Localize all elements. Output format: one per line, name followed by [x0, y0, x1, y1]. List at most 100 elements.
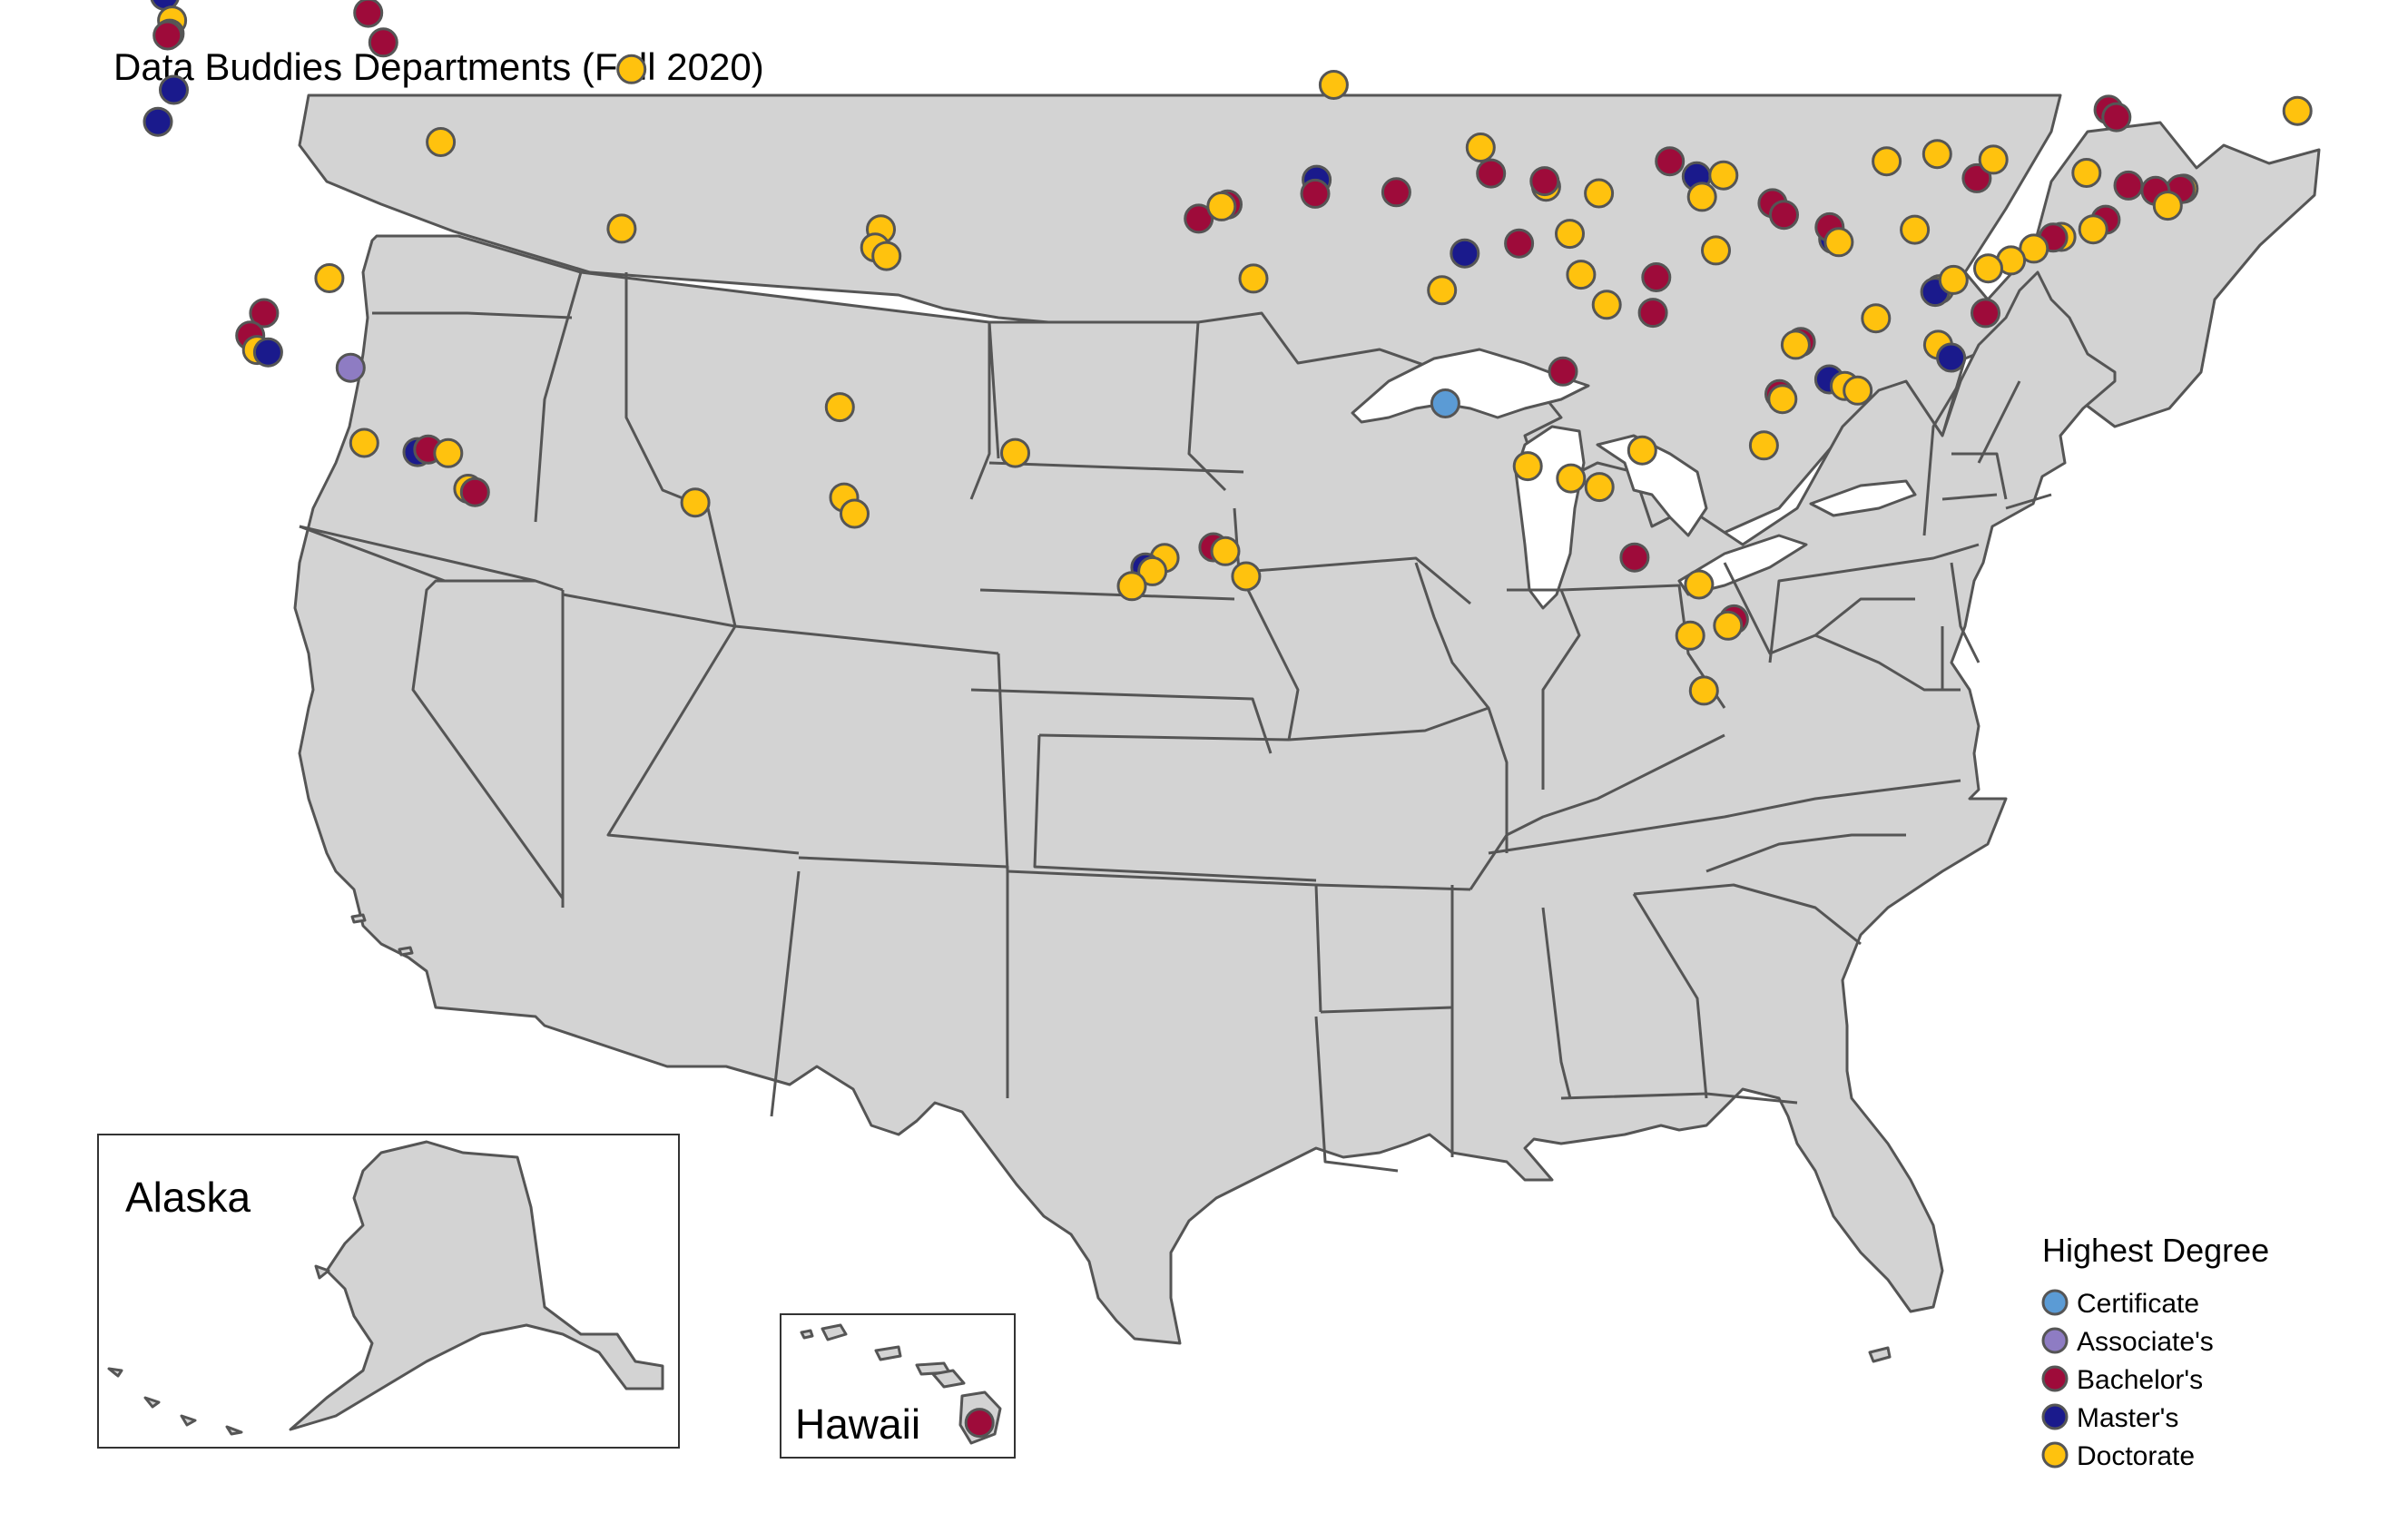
department-point-doctorate	[1767, 384, 1798, 415]
department-point-doctorate	[1978, 144, 2009, 175]
department-point-doctorate	[1823, 227, 1854, 258]
department-point-bachelors	[1184, 203, 1214, 234]
channel-island	[350, 913, 367, 924]
department-point-doctorate	[616, 54, 647, 84]
department-point-doctorate	[1000, 437, 1030, 468]
department-points	[143, 0, 2313, 706]
department-point-doctorate	[426, 127, 457, 157]
department-point-doctorate	[680, 487, 711, 518]
department-point-doctorate	[1748, 430, 1779, 461]
legend-label-associates: Associate's	[2077, 1327, 2214, 1357]
legend-label-doctorate: Doctorate	[2077, 1441, 2195, 1471]
legend-swatch-associates	[2041, 1327, 2069, 1354]
department-point-doctorate	[1713, 610, 1744, 641]
department-point-doctorate	[1584, 178, 1615, 209]
department-point-doctorate	[1872, 146, 1902, 177]
department-point-bachelors	[1300, 178, 1331, 209]
legend-item-associates: Associate's	[2041, 1327, 2214, 1357]
department-point-doctorate	[824, 392, 855, 423]
department-point-masters	[252, 337, 283, 368]
department-point-doctorate	[1427, 275, 1458, 306]
aleutian-island	[143, 1396, 161, 1409]
department-point-doctorate	[1566, 260, 1597, 290]
legend: Highest Degree Certificate Associate's Bac…	[2041, 1232, 2269, 1471]
department-point-doctorate	[840, 498, 870, 529]
legend-item-doctorate: Doctorate	[2041, 1441, 2195, 1471]
department-point-bachelors	[2101, 102, 2132, 133]
department-point-doctorate	[1921, 139, 1952, 170]
legend-item-certificate: Certificate	[2041, 1289, 2199, 1319]
department-point-certificate	[1430, 388, 1460, 418]
aleutian-island	[225, 1425, 243, 1436]
department-point-doctorate	[1555, 219, 1585, 250]
department-point-doctorate	[1465, 133, 1496, 162]
department-point-doctorate	[1688, 675, 1719, 706]
department-point-doctorate	[1318, 70, 1349, 100]
department-point-bachelors	[1641, 262, 1672, 292]
department-point-doctorate	[314, 263, 345, 293]
legend-label-masters: Master's	[2077, 1403, 2178, 1433]
legend-item-bachelors: Bachelor's	[2041, 1365, 2203, 1395]
department-point-bachelors	[2113, 170, 2144, 201]
department-point-bachelors	[1381, 177, 1411, 208]
department-point-doctorate	[1116, 571, 1147, 602]
department-point-doctorate	[1900, 214, 1931, 245]
hawaii-label: Hawaii	[795, 1400, 920, 1448]
department-point-bachelors	[964, 1408, 995, 1439]
department-point-doctorate	[1843, 375, 1873, 406]
department-point-doctorate	[871, 241, 902, 271]
department-point-doctorate	[1973, 253, 2003, 284]
department-point-doctorate	[1938, 264, 1969, 295]
legend-title: Highest Degree	[2042, 1232, 2269, 1269]
department-point-bachelors	[1504, 228, 1535, 259]
department-point-doctorate	[1238, 263, 1269, 294]
alaska-island	[314, 1264, 330, 1280]
department-point-masters	[1936, 342, 1967, 373]
department-point-doctorate	[1210, 535, 1241, 566]
department-point-bachelors	[459, 476, 490, 507]
department-point-bachelors	[1548, 356, 1578, 387]
department-point-masters	[159, 74, 189, 105]
aleutian-island	[107, 1367, 123, 1378]
lake-superior	[1351, 348, 1590, 424]
department-point-doctorate	[349, 427, 379, 458]
legend-item-masters: Master's	[2041, 1403, 2178, 1433]
department-point-masters	[1450, 238, 1480, 269]
department-point-doctorate	[2071, 158, 2102, 188]
department-point-doctorate	[1780, 329, 1811, 360]
legend-label-bachelors: Bachelor's	[2077, 1365, 2203, 1395]
florida-key-island	[1868, 1346, 1892, 1363]
department-point-bachelors	[1637, 298, 1668, 329]
department-point-bachelors	[1529, 166, 1560, 197]
department-point-doctorate	[1137, 555, 1168, 586]
department-point-doctorate	[606, 213, 637, 244]
legend-swatch-masters	[2041, 1403, 2069, 1430]
department-point-bachelors	[353, 0, 384, 28]
department-point-bachelors	[1769, 200, 1799, 231]
alaska-inset: Alaska	[97, 1134, 680, 1449]
department-point-doctorate	[1701, 235, 1731, 266]
department-point-doctorate	[2282, 95, 2313, 126]
department-point-bachelors	[1961, 162, 1992, 193]
channel-island	[398, 946, 414, 957]
legend-label-certificate: Certificate	[2077, 1289, 2199, 1319]
department-point-doctorate	[1861, 303, 1892, 334]
department-point-doctorate	[2078, 214, 2108, 245]
hawaii-island-maui	[931, 1369, 966, 1389]
hawaii-department-points	[964, 1408, 995, 1439]
department-point-doctorate	[1206, 191, 1237, 221]
department-point-doctorate	[1708, 160, 1739, 191]
department-point-doctorate	[2152, 191, 2183, 221]
department-point-doctorate	[1584, 472, 1615, 503]
department-point-bachelors	[1619, 542, 1650, 573]
hawaii-island-kauai	[800, 1329, 814, 1340]
department-point-doctorate	[1512, 451, 1543, 482]
department-point-bachelors	[1655, 146, 1686, 177]
department-point-doctorate	[1627, 435, 1657, 466]
alaska-label: Alaska	[125, 1174, 251, 1221]
department-point-doctorate	[1231, 561, 1262, 592]
department-point-bachelors	[152, 20, 183, 51]
hawaii-island-niihau	[821, 1323, 848, 1341]
